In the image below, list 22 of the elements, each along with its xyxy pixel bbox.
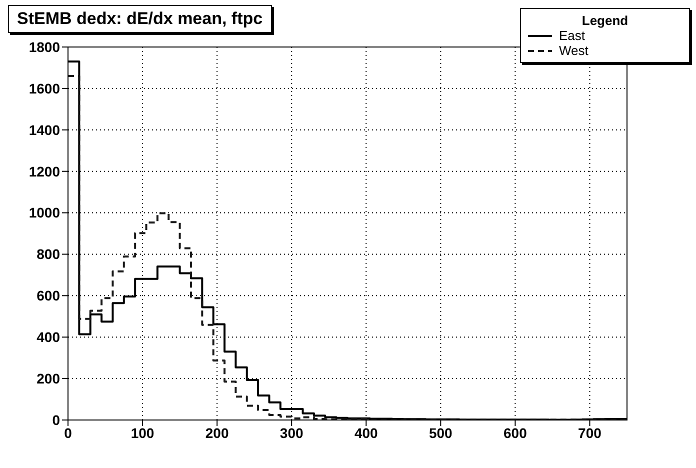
x-tick-label: 300 bbox=[280, 424, 304, 441]
y-tick-label: 400 bbox=[36, 329, 60, 346]
x-tick-label: 400 bbox=[354, 424, 378, 441]
x-tick-label: 500 bbox=[428, 424, 453, 441]
x-tick-label: 700 bbox=[578, 424, 602, 441]
x-tick-label: 100 bbox=[130, 424, 154, 441]
legend-label: East bbox=[559, 28, 586, 43]
y-tick-label: 1400 bbox=[28, 122, 60, 138]
legend-title: Legend bbox=[580, 13, 630, 28]
y-tick-label: 1600 bbox=[28, 80, 60, 96]
y-tick-label: 600 bbox=[36, 288, 60, 304]
y-tick-label: 1800 bbox=[28, 38, 60, 55]
y-tick-label: 200 bbox=[36, 370, 60, 387]
x-tick-label: 0 bbox=[64, 424, 72, 441]
y-tick-label: 1200 bbox=[28, 163, 60, 180]
y-tick-label: 800 bbox=[36, 246, 60, 262]
y-tick-label: 1000 bbox=[28, 204, 60, 221]
x-tick-label: 600 bbox=[504, 424, 528, 441]
chart-title: StEMB dedx: dE/dx mean, ftpc bbox=[8, 5, 272, 33]
y-tick-label: 0 bbox=[52, 412, 60, 428]
legend-label: West bbox=[559, 43, 588, 58]
x-tick-label: 200 bbox=[205, 424, 229, 441]
